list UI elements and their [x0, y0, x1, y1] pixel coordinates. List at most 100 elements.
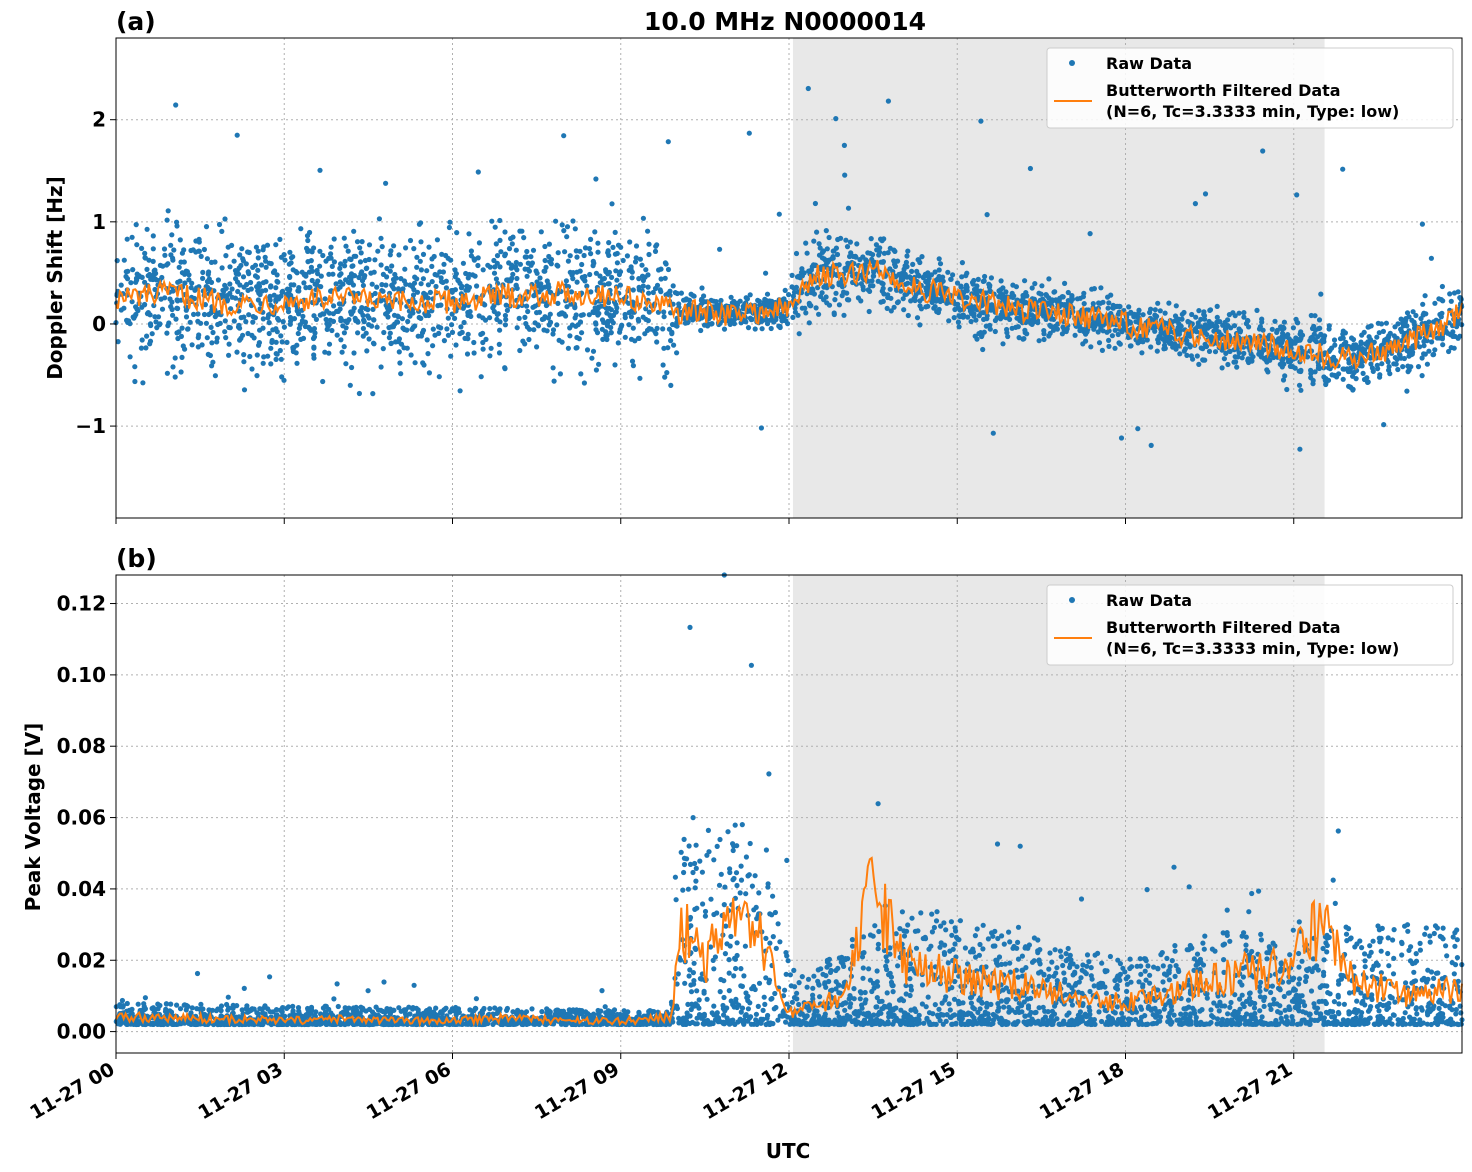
raw-data-point — [174, 305, 180, 311]
raw-data-point — [414, 254, 420, 260]
raw-data-point — [833, 245, 840, 251]
raw-data-point — [362, 257, 368, 264]
raw-data-point — [604, 310, 610, 316]
raw-data-point — [360, 333, 366, 339]
raw-data-point — [1348, 365, 1354, 371]
raw-data-point — [700, 901, 706, 907]
raw-data-point — [790, 293, 797, 299]
raw-data-point — [564, 304, 570, 310]
raw-data-point — [458, 324, 464, 330]
raw-data-point — [502, 229, 508, 235]
raw-data-point — [347, 256, 353, 262]
raw-data-point — [1128, 343, 1134, 349]
raw-data-point — [694, 1021, 700, 1027]
raw-data-point — [491, 270, 498, 276]
raw-data-point — [624, 253, 631, 259]
raw-data-point — [162, 295, 168, 301]
raw-data-point — [460, 260, 466, 266]
raw-data-point — [409, 326, 415, 332]
raw-data-point — [936, 1006, 942, 1012]
raw-data-point — [441, 338, 447, 344]
raw-data-point — [743, 319, 749, 325]
raw-data-point — [1450, 333, 1456, 339]
raw-data-point — [1061, 970, 1067, 976]
raw-data-point — [214, 312, 220, 318]
raw-data-point — [281, 324, 287, 330]
raw-data-point — [482, 302, 488, 308]
raw-data-point — [818, 293, 824, 300]
raw-data-point — [222, 216, 228, 222]
raw-data-point — [1439, 336, 1445, 342]
raw-data-point — [1413, 312, 1419, 319]
raw-data-point — [376, 216, 382, 222]
raw-data-point — [1115, 311, 1121, 317]
raw-data-point — [405, 318, 411, 325]
raw-data-point — [854, 241, 860, 247]
raw-data-point — [1316, 317, 1323, 323]
raw-data-point — [1152, 307, 1158, 313]
raw-data-point — [1385, 359, 1391, 365]
raw-data-point — [725, 829, 731, 835]
raw-data-point — [320, 252, 326, 259]
raw-data-point — [802, 305, 808, 311]
raw-data-point — [675, 971, 681, 977]
raw-data-point — [762, 296, 768, 302]
raw-data-point — [1404, 310, 1411, 316]
raw-data-point — [1179, 316, 1185, 322]
raw-data-point — [1358, 341, 1364, 347]
raw-data-point — [645, 284, 651, 290]
raw-data-point — [738, 877, 745, 883]
raw-data-point — [550, 365, 556, 371]
raw-data-point — [424, 268, 430, 274]
raw-data-point — [157, 262, 163, 268]
raw-data-point — [1062, 979, 1068, 985]
raw-data-point — [1241, 350, 1247, 356]
raw-data-point — [951, 315, 957, 321]
raw-data-point — [1155, 340, 1161, 346]
raw-data-point — [168, 1001, 174, 1007]
raw-data-point — [572, 304, 578, 310]
raw-data-point — [152, 286, 158, 293]
raw-data-point — [129, 299, 135, 305]
raw-data-point — [983, 323, 989, 329]
raw-data-point — [351, 350, 357, 356]
raw-data-point — [246, 249, 252, 256]
raw-data-point — [262, 254, 268, 260]
raw-data-point — [1384, 1006, 1390, 1013]
raw-data-point — [290, 267, 296, 273]
raw-data-point — [248, 279, 254, 286]
raw-data-point — [202, 302, 208, 308]
raw-data-point — [550, 331, 556, 337]
raw-data-point — [1341, 1001, 1347, 1007]
raw-data-point — [198, 253, 204, 259]
raw-data-point — [731, 321, 738, 327]
raw-data-point — [681, 836, 687, 843]
raw-data-point — [1118, 435, 1125, 441]
raw-data-point — [140, 380, 146, 386]
raw-data-point — [1326, 326, 1332, 332]
raw-data-point — [521, 235, 527, 241]
raw-data-point — [139, 337, 145, 343]
raw-data-point — [347, 274, 353, 280]
raw-data-point — [164, 330, 170, 336]
raw-data-point — [169, 232, 175, 238]
raw-data-point — [1217, 999, 1223, 1005]
raw-data-point — [618, 244, 624, 250]
raw-data-point — [622, 334, 628, 340]
raw-data-point — [541, 327, 547, 333]
raw-data-point — [177, 237, 183, 243]
raw-data-point — [984, 313, 990, 319]
raw-data-point — [250, 319, 256, 325]
raw-data-point — [612, 251, 619, 257]
raw-data-point — [1254, 307, 1260, 313]
raw-data-point — [273, 326, 279, 332]
raw-data-point — [1145, 963, 1151, 969]
raw-data-point — [1232, 992, 1238, 998]
raw-data-point — [846, 297, 852, 303]
raw-data-point — [341, 344, 347, 350]
raw-data-point — [838, 280, 844, 286]
raw-data-point — [1032, 281, 1038, 287]
raw-data-point — [315, 278, 321, 284]
raw-data-point — [1182, 346, 1188, 352]
raw-data-point — [592, 229, 598, 235]
